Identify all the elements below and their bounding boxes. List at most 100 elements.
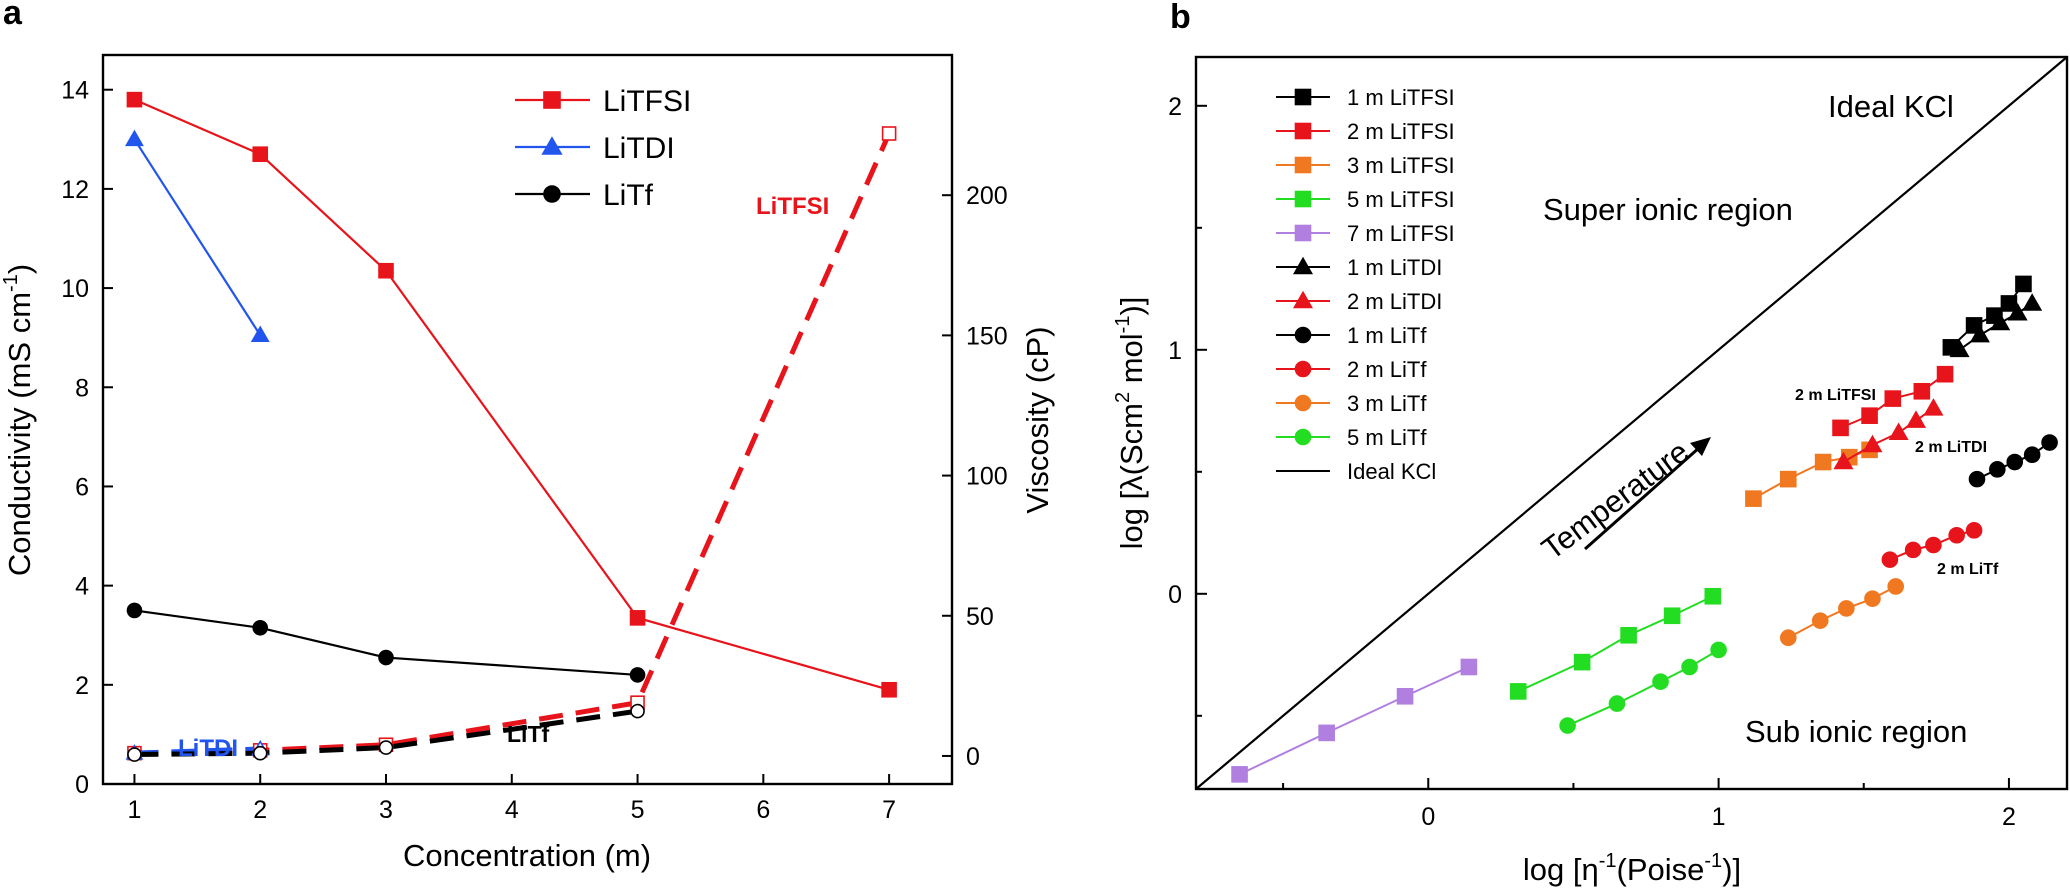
panel-a-annotations: LiTFSI LiTDI LiTf	[178, 193, 829, 762]
x-tick-label: 5	[631, 796, 645, 824]
right-y-tick-label: 150	[966, 322, 1008, 350]
data-point	[1968, 470, 1986, 488]
x-tick-label: 3	[379, 796, 393, 824]
series-line	[1517, 595, 1714, 693]
panel-a-label: a	[3, 0, 23, 32]
annotation-2m-litfsi: 2 m LiTFSI	[1795, 387, 1876, 404]
data-point	[1704, 587, 1722, 605]
panel-b-ideal-line	[1195, 56, 2068, 790]
x-tick-label: 7	[882, 796, 896, 824]
data-point	[1862, 434, 1883, 453]
data-point	[1923, 398, 1944, 416]
y-tick-label: 6	[75, 473, 89, 501]
temperature-arrow	[1584, 445, 1701, 551]
data-point	[1888, 422, 1909, 441]
data-point	[1913, 382, 1931, 400]
x-tick-label: 2	[2002, 803, 2016, 831]
legend-label: 3 m LiTf	[1347, 391, 1427, 416]
legend-marker	[1294, 394, 1312, 412]
panel-b-ticks: 0 1 2 0 1 2	[1168, 93, 2016, 831]
annotation-super-ionic-region: Super ionic region	[1543, 192, 1793, 227]
legend-marker	[1292, 256, 1314, 275]
ideal-kcl-line	[1195, 56, 2068, 790]
temperature-arrow-head	[1690, 437, 1711, 456]
legend-marker	[1294, 156, 1312, 174]
legend-label: 5 m LiTFSI	[1347, 187, 1455, 212]
y-tick-label: 4	[75, 573, 89, 601]
panel-b-series	[1231, 275, 2058, 783]
panel-a: a Concentration (m) Conductivity (mS cm-…	[0, 0, 1055, 873]
data-point	[1906, 410, 1927, 428]
y-tick-label: 14	[61, 77, 89, 105]
data-point	[1681, 658, 1698, 676]
panel-a-x-axis-label: Concentration (m)	[403, 838, 651, 873]
data-point	[1969, 324, 1990, 343]
legend-label: Ideal KCl	[1347, 459, 1436, 484]
x-tick-label: 4	[505, 796, 519, 824]
panel-a-right-y-axis-label: Viscosity (cP)	[1020, 326, 1055, 513]
legend-marker	[543, 185, 561, 203]
panel-b-x-axis-label: log [η-1(Poise-1)]	[1523, 850, 1741, 887]
conductivity-point	[126, 91, 143, 108]
data-point	[1779, 470, 1797, 488]
data-point	[1948, 526, 1965, 544]
annotation-2m-litdi: 2 m LiTDI	[1915, 439, 1987, 456]
data-point	[1990, 312, 2011, 331]
data-point	[1861, 407, 1878, 424]
y-tick-label: 8	[75, 374, 89, 402]
data-point	[1887, 578, 1905, 595]
x-tick-label: 2	[253, 796, 267, 824]
data-point	[1652, 673, 1669, 690]
annotation-litdi: LiTDI	[178, 735, 238, 762]
annotation-sub-ionic-region: Sub ionic region	[1745, 714, 1967, 749]
right-y-tick-label: 50	[966, 603, 994, 631]
data-point	[2023, 446, 2041, 464]
data-point	[1231, 766, 1248, 783]
conductivity-point	[629, 667, 646, 683]
data-point	[1881, 551, 1899, 568]
data-point	[1509, 683, 1527, 700]
conductivity-point	[629, 610, 646, 626]
conductivity-point	[378, 649, 394, 666]
legend-label: 1 m LiTDI	[1347, 255, 1442, 280]
right-y-tick-label: 200	[966, 182, 1008, 210]
series-line	[1239, 666, 1470, 776]
panel-a-series	[125, 91, 897, 762]
data-point	[1460, 658, 1478, 676]
legend-label: LiTFSI	[603, 85, 691, 118]
data-point	[1573, 653, 1591, 671]
right-y-tick-label: 100	[966, 463, 1008, 491]
data-point	[1620, 626, 1637, 644]
conductivity-point	[252, 619, 269, 636]
panel-b-label: b	[1170, 0, 1191, 36]
viscosity-point	[378, 740, 394, 755]
legend-marker	[543, 91, 561, 109]
data-point	[2041, 434, 2058, 451]
legend-label: LiTf	[603, 179, 654, 212]
data-point	[1838, 600, 1855, 617]
x-tick-label: 0	[1421, 803, 1435, 831]
data-point	[1832, 419, 1849, 437]
y-tick-label: 2	[1168, 93, 1182, 121]
legend-marker	[1294, 360, 1312, 378]
panel-a-legend: LiTFSI LiTDI LiTf	[515, 85, 691, 212]
data-point	[1779, 629, 1797, 647]
panel-a-frame	[101, 53, 954, 786]
legend-marker	[1294, 326, 1312, 344]
conductivity-line	[134, 609, 638, 676]
legend-label: LiTDI	[603, 132, 675, 165]
viscosity-point	[881, 126, 897, 141]
x-tick-label: 1	[127, 796, 141, 824]
data-point	[1925, 536, 1942, 554]
data-point	[1710, 641, 1727, 659]
panel-b-frame	[1194, 55, 2069, 791]
legend-label: 2 m LiTFSI	[1347, 119, 1455, 144]
data-point	[1989, 461, 2006, 478]
y-tick-label: 0	[1168, 581, 1182, 609]
data-point	[1864, 590, 1881, 607]
legend-marker	[541, 136, 563, 155]
data-point	[1949, 339, 1970, 358]
conductivity-point	[881, 681, 897, 698]
